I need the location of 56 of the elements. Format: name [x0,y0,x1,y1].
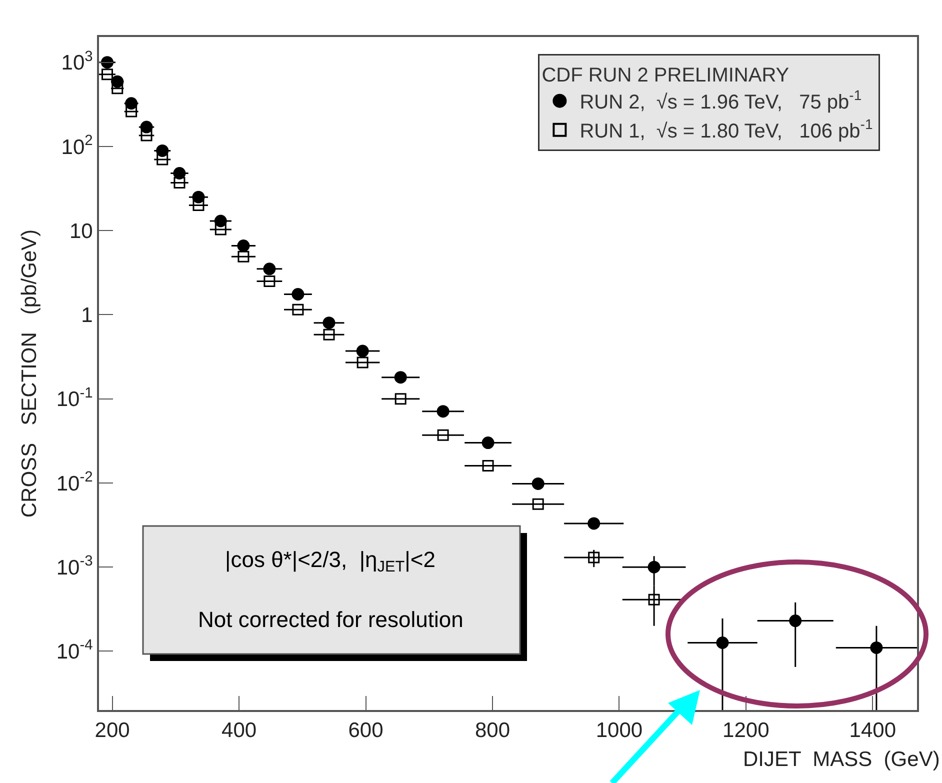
point [394,371,407,384]
point [356,344,369,358]
point [437,429,449,441]
point [436,405,450,418]
y-tick-label: 10$^{-4}$ [56,638,93,664]
point [140,130,152,142]
legend-title: CDF RUN 2 PRELIMINARY [542,64,790,86]
y-tick-label: 10$^{-1}$ [56,385,93,412]
legend-label: RUN 1, √s = 1.80 TeV, 106 pb$^{-1}$ [580,116,873,143]
point [789,614,802,628]
point [192,200,204,211]
point [648,594,660,606]
y-tick-label: 10$^{2}$ [61,132,93,159]
point [126,106,138,118]
point [237,240,250,252]
point [323,328,335,340]
y-axis-title: CROSS SECTION (pb/GeV) [18,229,42,518]
point [482,460,494,472]
x-tick-label: 1000 [596,719,643,742]
point [648,560,660,574]
point [588,517,600,530]
point [588,552,600,564]
y-tick-label: 1 [81,304,93,328]
point [101,68,113,80]
x-tick-label: 200 [94,719,130,742]
y-tick-label: 10$^{-2}$ [56,469,93,496]
annotation: Not corrected for resolution [198,607,464,632]
point [532,498,544,510]
annotation: |cos θ*|<2/3, |η$_{JET}$|<2 [225,547,436,576]
point [264,275,276,287]
y-tick-label: 10 [69,220,93,243]
x-tick-label: 400 [222,719,257,742]
point [532,477,544,490]
point [112,82,124,94]
point [292,304,304,316]
x-tick-label: 800 [474,719,510,742]
point [870,641,883,654]
point [214,224,226,236]
point [322,316,336,330]
x-tick-label: 600 [348,719,384,742]
y-tick-label: 10$^{3}$ [61,48,93,75]
point [174,177,186,189]
point [238,250,250,262]
point [263,262,276,276]
point [356,356,368,368]
legend-label: RUN 2, √s = 1.96 TeV, 75 pb$^{-1}$ [580,87,862,114]
point [482,436,494,450]
x-tick-label: 1200 [722,719,770,742]
x-tick-label: 1400 [849,719,896,742]
point [292,288,304,300]
y-tick-label: 10$^{-3}$ [56,554,93,580]
point [716,636,729,650]
x-axis-title: DIJET MASS (GeV) [743,748,940,771]
point [156,154,168,166]
point [394,393,406,405]
point [100,56,114,69]
